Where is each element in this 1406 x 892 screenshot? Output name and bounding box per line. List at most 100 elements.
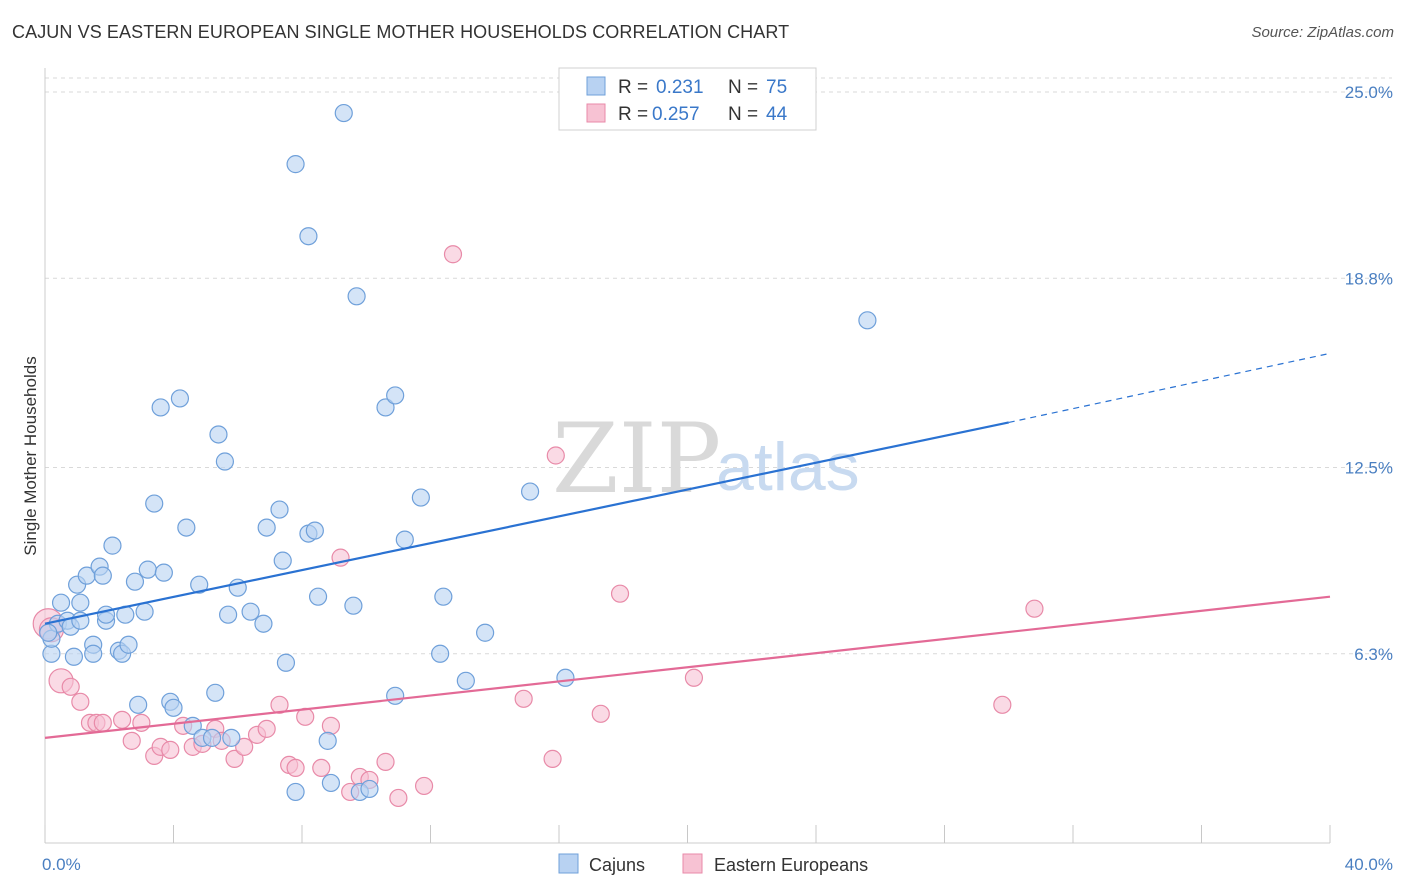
ee-point (71, 692, 90, 711)
cajun-point (219, 605, 238, 624)
ee-point (93, 713, 112, 732)
ee-point (546, 446, 565, 465)
cajun-point (299, 227, 318, 246)
trend-lines (44, 352, 1331, 739)
cajun-point (347, 287, 366, 306)
chart-title: CAJUN VS EASTERN EUROPEAN SINGLE MOTHER … (12, 22, 790, 42)
ee-point (610, 584, 630, 603)
watermark: ZIP atlas (552, 403, 860, 515)
cajun-point (202, 728, 222, 747)
legend-r-value-1: 0.231 (656, 77, 704, 98)
cajun-point (71, 593, 90, 612)
y-tick-label: 6.3% (1354, 645, 1393, 664)
cajun-point (125, 572, 145, 591)
cajun-point (206, 683, 225, 702)
x-tick-marks (44, 825, 1331, 843)
bottom-legend: Cajuns Eastern Europeans (558, 853, 868, 875)
bottom-legend-swatch-cajuns (558, 853, 579, 874)
cajun-point (154, 563, 173, 582)
bottom-legend-label-eastern-europeans: Eastern Europeans (714, 855, 868, 875)
legend: R = 0.231 N = 75 R = 0.257 N = 44 (558, 67, 817, 131)
y-tick-labels: 6.3% 12.5% 18.8% 25.0% (1345, 83, 1393, 664)
cajun-point (520, 482, 540, 501)
cajun-point (209, 425, 228, 444)
cajun-point (222, 728, 241, 747)
ee-point (161, 740, 180, 759)
cajun-point (164, 698, 183, 717)
y-tick-label: 25.0% (1345, 83, 1393, 102)
legend-swatch-cajuns (586, 76, 606, 96)
x-tick-label-max: 40.0% (1345, 855, 1393, 874)
cajun-point (344, 596, 363, 615)
cajun-point (334, 103, 353, 123)
cajun-point (318, 731, 337, 750)
ee-point (235, 737, 254, 756)
cajun-point (386, 686, 405, 705)
cajun-point (376, 398, 395, 417)
bottom-legend-label-cajuns: Cajuns (589, 855, 645, 875)
cajun-point (241, 602, 260, 621)
ee-point (312, 758, 331, 778)
cajun-point (151, 398, 170, 417)
x-tick-label-min: 0.0% (42, 855, 81, 874)
cajun-point (286, 782, 305, 802)
ee-point (591, 704, 610, 723)
ee-point (993, 695, 1012, 714)
cajun-point (273, 551, 292, 570)
grid-lines (45, 77, 1392, 655)
cajun-trend-extension (1008, 352, 1331, 424)
ee-point (122, 731, 141, 750)
y-axis-label: Single Mother Households (21, 356, 40, 555)
cajun-point (135, 602, 154, 621)
ee-point (270, 695, 289, 714)
cajun-point (456, 671, 475, 690)
cajun-point (145, 494, 164, 513)
legend-r-label-2: R = (618, 104, 648, 125)
cajun-point (476, 623, 495, 642)
ee-point (514, 689, 533, 708)
legend-swatch-eastern-europeans (586, 103, 606, 123)
cajun-point (386, 386, 405, 405)
cajun-point (254, 614, 273, 633)
ee-point (225, 749, 244, 768)
cajun-point (215, 452, 234, 471)
cajun-point (138, 560, 157, 579)
cajun-point (305, 521, 324, 540)
legend-r-label-1: R = (618, 77, 648, 98)
cajun-point (190, 575, 209, 594)
cajun-point (308, 587, 328, 606)
cajun-point (270, 500, 289, 519)
cajun-point (411, 488, 430, 507)
ee-point (257, 719, 276, 738)
cajun-point (276, 653, 296, 672)
watermark-zip: ZIP (552, 403, 721, 515)
cajun-point (321, 773, 341, 793)
cajun-point (286, 155, 305, 174)
legend-n-value-1: 75 (766, 77, 787, 98)
cajun-point (556, 668, 575, 687)
cajun-point (93, 566, 112, 585)
ee-point (443, 245, 463, 264)
ee-point (321, 716, 341, 735)
cajun-point (64, 647, 84, 666)
cajun-point (431, 644, 450, 663)
cajun-points (39, 103, 877, 802)
cajun-trend-line (44, 421, 1009, 625)
ee-point (543, 749, 562, 768)
legend-n-label-2: N = (728, 104, 758, 125)
cajun-point (434, 587, 453, 606)
cajun-point (177, 518, 196, 537)
ee-point (1025, 599, 1044, 618)
watermark-atlas: atlas (716, 429, 860, 505)
ee-point (389, 788, 408, 808)
legend-r-value-2: 0.257 (652, 104, 700, 125)
ee-point (286, 758, 305, 778)
cajun-point (51, 593, 71, 612)
cajun-point (170, 389, 190, 408)
ee-point (112, 710, 132, 729)
cajun-point (360, 779, 379, 799)
cajun-point (103, 536, 122, 555)
cajun-point (257, 518, 276, 537)
legend-n-value-2: 44 (766, 104, 788, 125)
